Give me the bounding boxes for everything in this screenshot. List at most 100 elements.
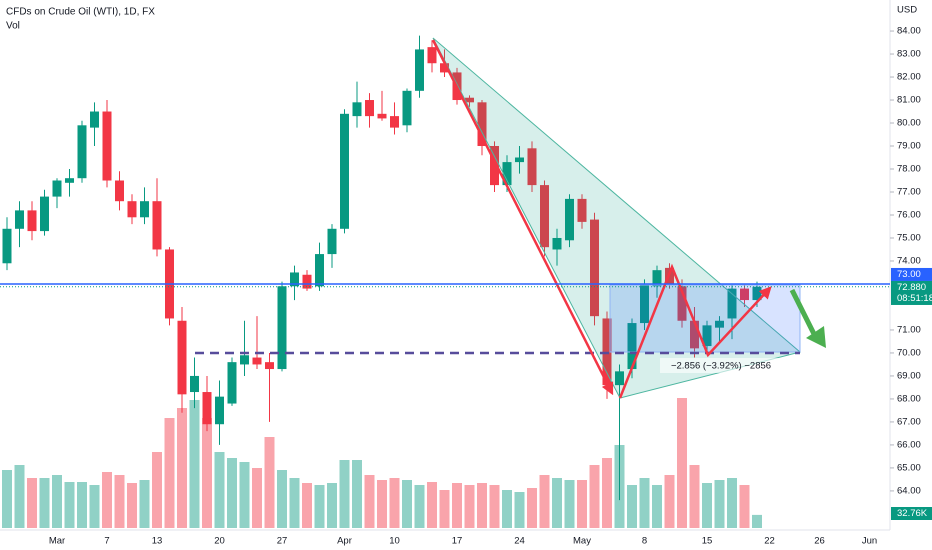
candle-body [15, 210, 24, 229]
candle-body [152, 201, 162, 250]
volume-bar [177, 408, 187, 528]
candle-body [215, 396, 224, 425]
volume-bar [589, 465, 600, 528]
candle-body [302, 274, 312, 289]
volume-bar [689, 465, 700, 528]
candle-body [677, 286, 687, 321]
x-tick-label: 13 [152, 536, 163, 547]
candle-body [427, 47, 437, 64]
x-tick-label: 7 [104, 536, 109, 547]
y-tick-label: 70.00 [897, 347, 921, 358]
candle-body [440, 63, 449, 73]
candle-body [140, 201, 149, 218]
y-tick-label: 80.00 [897, 118, 921, 129]
candle-body [52, 180, 62, 197]
last-price-box [891, 280, 932, 305]
last-price-label: 72.880 [897, 282, 926, 293]
candle-body [490, 146, 499, 186]
x-tick-label: 24 [514, 536, 525, 547]
volume-last-label: 32.76K [897, 508, 928, 519]
volume-bar [189, 400, 200, 528]
volume-bar [352, 460, 362, 528]
volume-bar [539, 475, 550, 528]
x-tick-label: May [573, 536, 591, 547]
measure-box [660, 358, 782, 373]
candle-body [465, 97, 474, 103]
volume-bar [414, 485, 425, 528]
y-tick-label: 81.00 [897, 95, 921, 106]
volume-bar [489, 485, 500, 528]
x-tick-label: 26 [814, 536, 825, 547]
candle-body [415, 49, 424, 91]
volume-bar [2, 470, 12, 528]
volume-bar [27, 478, 37, 528]
y-tick-label: 69.00 [897, 370, 921, 381]
countdown: 08:51:18 [897, 293, 932, 304]
y-tick-label: 71.00 [897, 324, 921, 335]
volume-bar [39, 478, 50, 528]
candle-body [90, 111, 99, 128]
candle-body [227, 362, 237, 404]
volume-bar [364, 475, 375, 528]
y-tick-label: 66.00 [897, 439, 921, 450]
x-tick-label: 20 [214, 536, 225, 547]
volume-bar [564, 480, 575, 528]
x-tick-label: 8 [642, 536, 647, 547]
volume-bar [452, 483, 462, 528]
volume-bar [664, 475, 675, 528]
triangle-drawing [432, 37, 802, 399]
x-tick-label: Jun [862, 536, 877, 547]
x-tick-label: Apr [337, 536, 352, 547]
volume-bar [377, 480, 387, 528]
x-tick-label: 15 [702, 536, 713, 547]
volume-bar [527, 488, 537, 528]
candle-body [402, 90, 412, 126]
candle-body [590, 219, 599, 317]
candle-body [515, 157, 524, 163]
volume-bar [14, 465, 25, 528]
candle-body [640, 283, 649, 324]
red-zigzag [618, 263, 772, 399]
range-box [609, 284, 801, 353]
volume-bar [739, 485, 750, 528]
volume-bar [102, 472, 112, 528]
volume-bar [514, 492, 525, 528]
candle-body [240, 355, 249, 365]
candle-body [627, 323, 637, 370]
red-trend-arrow [431, 39, 614, 396]
candle-body [577, 198, 587, 222]
y-tick-label: 84.00 [897, 26, 921, 37]
candle-body [752, 286, 762, 301]
volume-bar [702, 483, 712, 528]
candle-body [552, 237, 562, 250]
volume-bar [302, 483, 312, 528]
y-tick-label: 74.00 [897, 255, 921, 266]
volume-bar [439, 490, 450, 528]
volume-bar [714, 480, 725, 528]
volume-bar [164, 418, 175, 528]
volume-bar [652, 485, 662, 528]
volume-bar [77, 482, 87, 528]
candle-body [315, 254, 324, 287]
candle-body [340, 113, 349, 229]
volume-bar [252, 468, 262, 528]
candle-body [265, 362, 274, 370]
candle-body [377, 113, 387, 119]
y-tick-label: 67.00 [897, 416, 921, 427]
drawings: −2.856 (−3.92%) −2856 [195, 37, 826, 399]
candle-body [177, 320, 187, 395]
volume-bar [402, 480, 412, 528]
candle-body [65, 178, 74, 183]
candle-body [527, 148, 537, 186]
volume-bar [477, 483, 487, 528]
candle-body [77, 125, 87, 179]
green-arrow [789, 288, 818, 338]
candle-body [40, 196, 49, 232]
volume-bar [627, 485, 637, 528]
volume-bar [52, 475, 62, 528]
y-tick-label: 75.00 [897, 232, 921, 243]
candle-body [565, 198, 574, 241]
x-tick-label: 22 [764, 536, 775, 547]
volume-bar [152, 452, 162, 528]
x-tick-label: 10 [389, 536, 400, 547]
